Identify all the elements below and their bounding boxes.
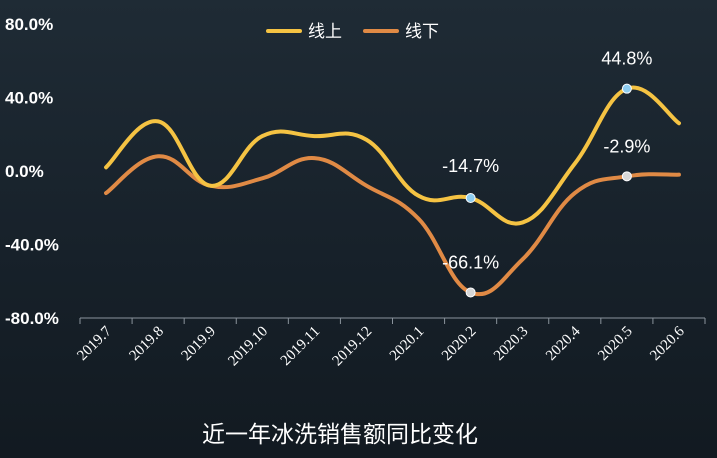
x-tick-label: 2020.4	[543, 323, 584, 364]
y-tick-label: -40.0%	[5, 236, 59, 255]
y-tick-label: 80.0%	[5, 15, 53, 34]
x-tick-label: 2020.6	[647, 323, 688, 364]
x-tick-label: 2019.8	[126, 324, 166, 364]
chart-title: 近一年冰洗销售额同比变化	[202, 422, 478, 448]
y-tick-label: 40.0%	[5, 89, 53, 108]
x-tick-label: 2019.12	[330, 324, 376, 370]
x-tick-label: 2020.1	[387, 324, 427, 364]
legend-label: 线上	[308, 22, 342, 42]
x-tick-label: 2019.7	[74, 323, 115, 364]
legend-label: 线下	[405, 22, 439, 42]
x-tick-label: 2019.9	[179, 324, 219, 364]
series-line-offline	[104, 154, 681, 297]
data-point-marker	[621, 171, 632, 182]
y-tick-label: 0.0%	[5, 162, 44, 181]
y-tick-label: -80.0%	[5, 309, 59, 328]
x-tick-label: 2020.2	[439, 324, 479, 364]
x-tick-label: 2020.5	[595, 324, 635, 364]
data-point-marker	[465, 287, 476, 298]
data-label: -66.1%	[442, 252, 499, 272]
data-label: -14.7%	[442, 156, 499, 176]
data-label: 44.8%	[601, 49, 652, 69]
x-tick-label: 2020.3	[491, 324, 531, 364]
x-tick-label: 2019.11	[278, 324, 323, 369]
data-point-marker	[465, 193, 476, 204]
series-line-online	[104, 85, 681, 226]
data-label: -2.9%	[603, 136, 650, 156]
x-tick-label: 2019.10	[225, 324, 271, 370]
data-point-marker	[621, 83, 632, 94]
